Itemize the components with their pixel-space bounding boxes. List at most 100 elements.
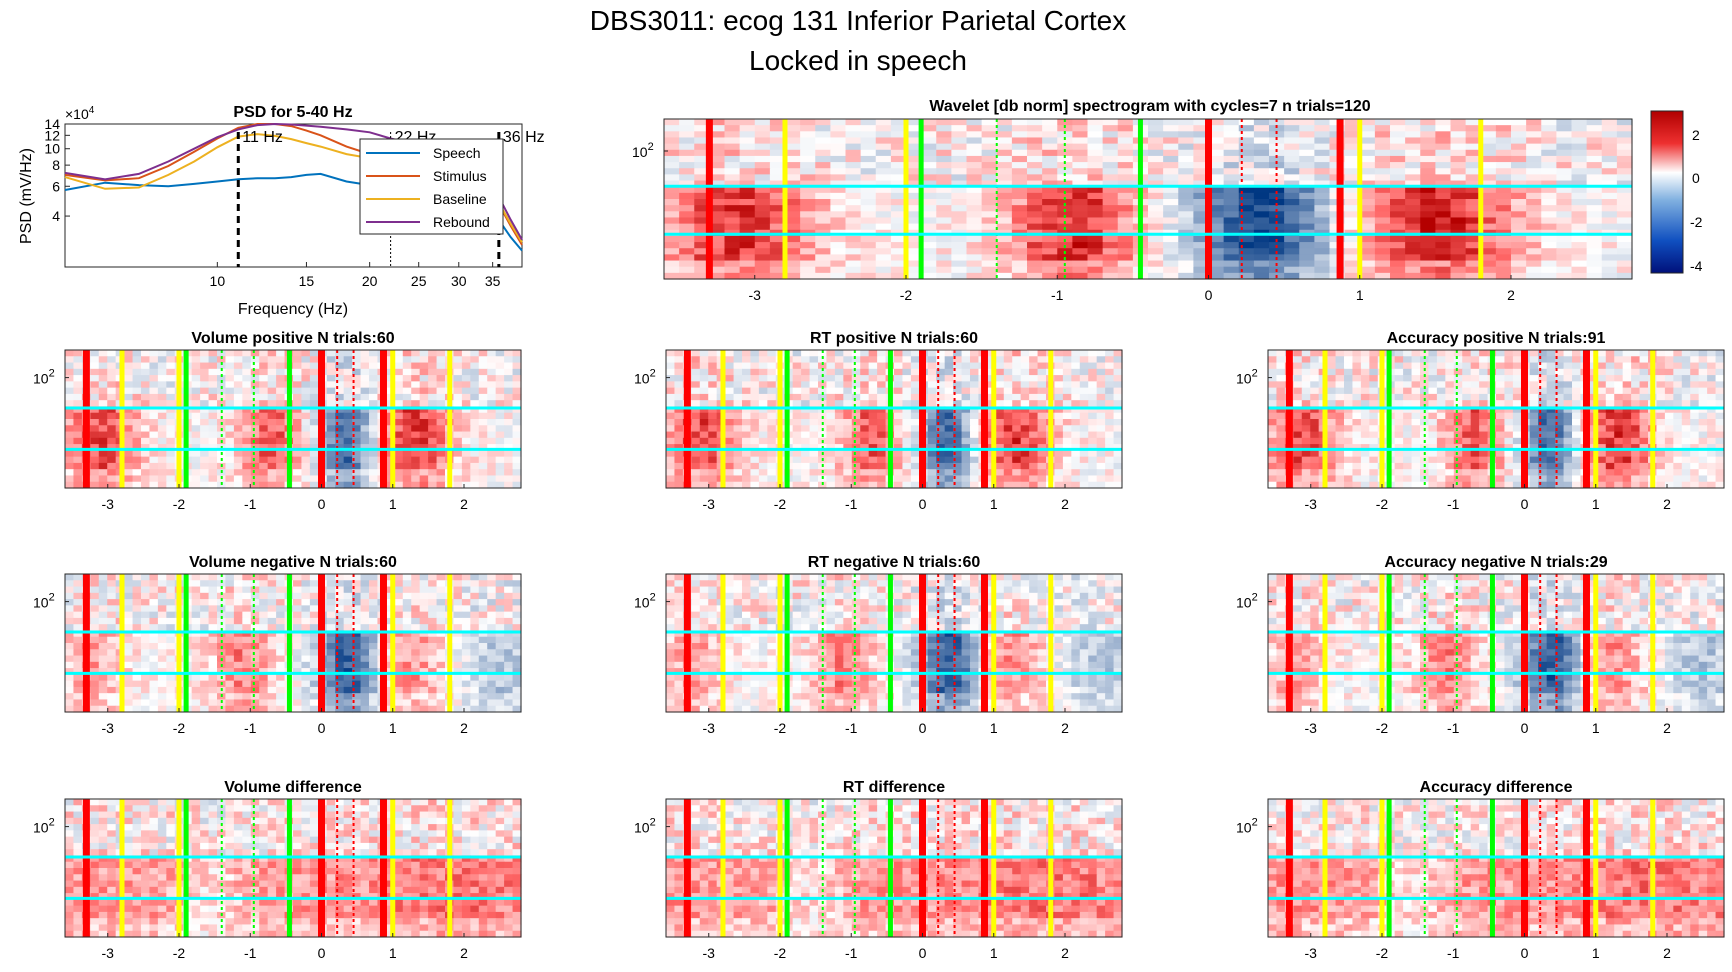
main-spectrogram-cell: [1269, 143, 1285, 151]
main-spectrogram-cell: [1269, 205, 1285, 212]
main-spectrogram-cell: [966, 272, 983, 280]
spectrogram-acc_pos-cell: [1563, 381, 1573, 389]
spectrogram-rt_pos-cell: [851, 425, 861, 433]
main-spectrogram-cell: [754, 186, 771, 194]
spectrogram-vol_pos-x-tick-label: -3: [102, 496, 115, 512]
spectrogram-vol_pos-cell: [411, 450, 421, 458]
main-spectrogram-cell: [1148, 180, 1164, 188]
spectrogram-vol_pos-cell: [461, 450, 471, 458]
spectrogram-rt_pos-cell: [691, 419, 701, 426]
spectrogram-vol_pos-cell: [132, 437, 142, 445]
spectrogram-rt_pos-cell: [877, 375, 887, 382]
spectrogram-rt_pos-cell: [936, 475, 946, 483]
spectrogram-vol_pos-cell: [166, 406, 176, 414]
main-spectrogram-cell: [1435, 131, 1452, 139]
spectrogram-vol_pos-cell: [478, 456, 488, 464]
spectrogram-vol_pos-cell: [208, 419, 218, 426]
main-spectrogram-cell: [785, 186, 801, 194]
main-spectrogram-cell: [981, 211, 998, 219]
spectrogram-rt_pos-cell: [1012, 469, 1022, 477]
main-spectrogram-cell: [1526, 272, 1542, 280]
spectrogram-acc_pos-cell: [1622, 419, 1632, 426]
spectrogram-acc_pos-cell: [1572, 406, 1582, 414]
spectrogram-vol_pos-cell: [200, 431, 210, 439]
spectrogram-vol_pos-cell: [326, 425, 336, 433]
main-spectrogram-cell: [1011, 266, 1028, 274]
spectrogram-vol_pos-cell: [436, 475, 446, 483]
spectrogram-rt_pos-cell: [818, 393, 828, 401]
spectrogram-vol_pos-cell: [419, 387, 429, 395]
spectrogram-vol_pos-cell: [259, 368, 269, 376]
main-spectrogram-cell: [951, 143, 968, 151]
spectrogram-acc_pos-cell: [1327, 393, 1337, 401]
main-spectrogram-cell: [875, 248, 892, 255]
main-spectrogram-cell: [1284, 199, 1300, 206]
spectrogram-vol_pos-cell: [369, 387, 379, 395]
main-spectrogram-cell: [981, 260, 998, 268]
spectrogram-acc_pos-cell: [1428, 406, 1438, 414]
main-spectrogram-cell: [1374, 149, 1391, 157]
spectrogram-vol_pos-cell: [124, 425, 134, 433]
spectrogram-rt_pos-cell: [995, 412, 1005, 420]
spectrogram-acc_pos-cell: [1698, 350, 1708, 357]
main-spectrogram-cell: [1042, 211, 1058, 219]
spectrogram-rt_pos-cell: [742, 469, 752, 477]
spectrogram-rt_pos-cell: [995, 393, 1005, 401]
main-spectrogram-cell: [785, 223, 801, 231]
spectrogram-rt_pos-cell: [910, 456, 920, 464]
spectrogram-acc_pos-cell: [1268, 362, 1278, 370]
main-spectrogram-cell: [1011, 235, 1028, 243]
spectrogram-rt_pos-cell: [860, 469, 870, 477]
spectrogram-acc_pos-cell: [1504, 406, 1514, 414]
colorbar-gradient: [1650, 110, 1684, 274]
spectrogram-rt_pos-cell: [666, 444, 676, 451]
main-spectrogram-cell: [1374, 272, 1391, 280]
main-spectrogram-cell: [1359, 235, 1376, 243]
main-spectrogram-cell: [1541, 254, 1557, 262]
main-spectrogram-cell: [845, 242, 862, 249]
main-spectrogram-cell: [1163, 235, 1179, 243]
main-spectrogram-cell: [1586, 162, 1603, 169]
main-spectrogram-cell: [1374, 242, 1391, 249]
spectrogram-rt_pos-cell: [666, 431, 676, 439]
spectrogram-acc_pos-cell: [1639, 425, 1649, 433]
spectrogram-vol_pos-cell: [309, 462, 319, 470]
spectrogram-vol_pos-cell: [453, 362, 463, 370]
spectrogram-acc_pos-cell: [1673, 362, 1683, 370]
main-spectrogram-cell: [996, 137, 1013, 145]
spectrogram-acc_pos-cell: [1394, 375, 1404, 382]
main-spectrogram-cell: [1390, 149, 1406, 157]
spectrogram-vol_pos-cell: [309, 375, 319, 382]
spectrogram-vol_pos-cell: [200, 406, 210, 414]
spectrogram-rt_pos-cell: [801, 393, 811, 401]
spectrogram-vol_pos-cell: [512, 450, 522, 458]
spectrogram-vol_pos-cell: [369, 456, 379, 464]
spectrogram-vol_pos-cell: [267, 350, 277, 357]
spectrogram-rt_pos-cell: [1054, 362, 1064, 370]
spectrogram-rt_pos-cell: [674, 412, 684, 420]
spectrogram-vol_pos-x-tick-label: 0: [318, 496, 326, 512]
main-spectrogram-cell: [1072, 137, 1089, 145]
spectrogram-acc_pos-cell: [1538, 406, 1548, 414]
spectrogram-rt_pos-cell: [902, 387, 912, 395]
spectrogram-vol_pos-cell: [149, 456, 159, 464]
main-spectrogram-cell: [906, 248, 922, 255]
spectrogram-acc_pos-cell: [1538, 350, 1548, 357]
main-spectrogram-cell: [1163, 131, 1179, 139]
spectrogram-vol_pos-cell: [504, 387, 514, 395]
spectrogram-rt_pos-cell: [674, 444, 684, 451]
spectrogram-vol_pos-cell: [326, 469, 336, 477]
spectrogram-acc_pos-cell: [1310, 393, 1320, 401]
spectrogram-acc_pos-cell: [1420, 368, 1430, 376]
main-spectrogram-cell: [739, 248, 756, 255]
spectrogram-rt_pos-cell: [1020, 469, 1030, 477]
spectrogram-vol_pos-cell: [470, 444, 480, 451]
main-spectrogram-cell: [739, 217, 756, 225]
spectrogram-rt_pos-cell: [733, 456, 743, 464]
spectrogram-vol_pos-cell: [191, 375, 201, 382]
spectrogram-vol_pos-cell: [504, 350, 514, 357]
spectrogram-vol_pos-cell: [428, 481, 438, 489]
spectrogram-rt_pos-cell: [1088, 387, 1098, 395]
spectrogram-acc_pos-cell: [1344, 362, 1354, 370]
main-spectrogram-cell: [1541, 217, 1557, 225]
